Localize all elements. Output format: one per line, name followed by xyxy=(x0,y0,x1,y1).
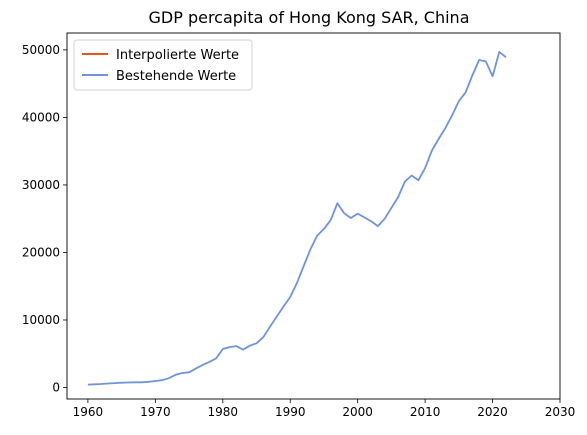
x-tick-label: 1960 xyxy=(73,405,104,419)
plot-frame xyxy=(66,32,561,400)
legend-box xyxy=(73,39,253,91)
x-tick-label: 1990 xyxy=(275,405,306,419)
chart-title: GDP percapita of Hong Kong SAR, China xyxy=(148,8,469,27)
legend: Interpolierte Werte Bestehende Werte xyxy=(73,39,253,91)
y-tick-label: 10000 xyxy=(22,313,60,327)
series-line-bestehende-werte xyxy=(87,51,507,386)
series-layer xyxy=(87,51,507,386)
x-tick-label: 1970 xyxy=(140,405,171,419)
x-tick-label: 1980 xyxy=(208,405,239,419)
x-tick-label: 2030 xyxy=(545,405,576,419)
y-tick-label: 30000 xyxy=(22,178,60,192)
y-tick-label: 50000 xyxy=(22,43,60,57)
legend-label: Interpolierte Werte xyxy=(116,48,239,63)
x-axis: 1960 1970 1980 1990 2000 2010 2020 2030 xyxy=(73,399,576,419)
x-tick-label: 2000 xyxy=(342,405,373,419)
x-tick-label: 2010 xyxy=(410,405,441,419)
x-tick-label: 2020 xyxy=(477,405,508,419)
y-tick-label: 20000 xyxy=(22,245,60,259)
y-tick-label: 0 xyxy=(52,381,60,395)
y-tick-label: 40000 xyxy=(22,110,60,124)
y-axis: 0 10000 20000 30000 40000 50000 xyxy=(22,43,67,395)
legend-label: Bestehende Werte xyxy=(116,69,236,84)
